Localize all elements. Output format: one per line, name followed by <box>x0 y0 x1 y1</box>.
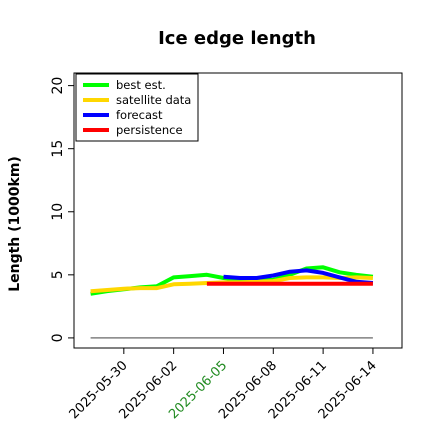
plot-frame <box>73 72 403 349</box>
y-tick-label: 10 <box>50 203 66 221</box>
legend: best est.satellite dataforecastpersisten… <box>75 73 199 142</box>
plot-area <box>90 265 374 339</box>
legend-label-satellite-data: satellite data <box>116 93 191 107</box>
legend-label-best-est: best est. <box>116 78 166 92</box>
y-tick-label: 5 <box>50 270 66 279</box>
y-tick-label: 15 <box>50 140 66 158</box>
legend-label-persistence: persistence <box>116 123 183 137</box>
series-line-forecast <box>223 268 374 285</box>
y-tick-label: 0 <box>50 333 66 342</box>
legend-label-forecast: forecast <box>116 108 163 122</box>
chart-title: Ice edge length <box>158 28 316 49</box>
y-tick-label: 20 <box>50 77 66 95</box>
y-axis-label: Length (1000km) <box>7 156 23 292</box>
